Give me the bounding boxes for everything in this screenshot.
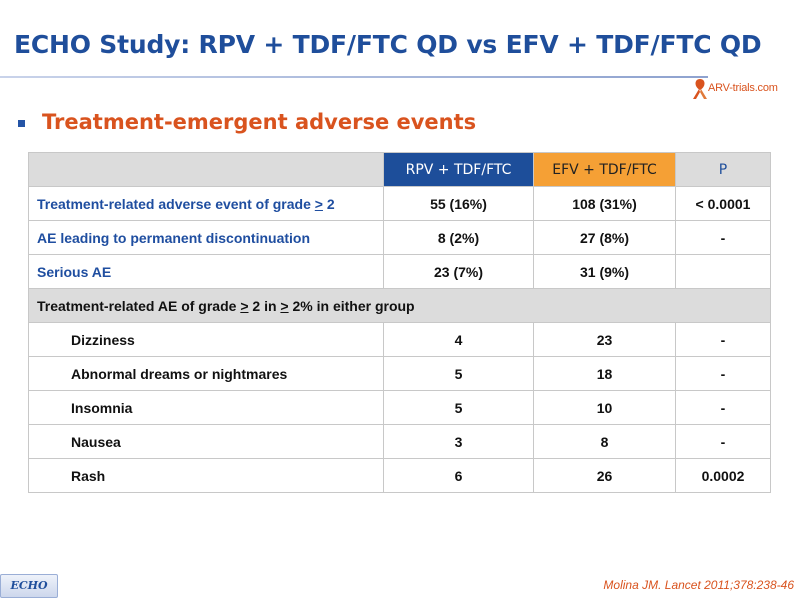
echo-badge: ECHO xyxy=(0,574,58,598)
rpv-value: 8 (2%) xyxy=(383,220,534,255)
logo-text: ARV-trials.com xyxy=(708,82,778,94)
header-rpv: RPV + TDF/FTC xyxy=(383,152,534,187)
header-p: P xyxy=(675,152,771,187)
row-label: Abnormal dreams or nightmares xyxy=(28,356,384,391)
p-value xyxy=(675,254,771,289)
row-label: Nausea xyxy=(28,424,384,459)
echo-badge-label: ECHO xyxy=(10,579,48,592)
efv-value: 108 (31%) xyxy=(533,186,676,221)
efv-value: 23 xyxy=(533,322,676,357)
p-value: - xyxy=(675,424,771,459)
p-value: - xyxy=(675,322,771,357)
row-label: Insomnia xyxy=(28,390,384,425)
p-value: - xyxy=(675,356,771,391)
row-label: Rash xyxy=(28,458,384,493)
row-label: Serious AE xyxy=(28,254,384,289)
row-label-symbol: > xyxy=(314,195,323,212)
table-row: Abnormal dreams or nightmares 5 18 - xyxy=(28,356,771,391)
p-value: 0.0002 xyxy=(675,458,771,493)
rpv-value: 55 (16%) xyxy=(383,186,534,221)
efv-value: 26 xyxy=(533,458,676,493)
rpv-value: 6 xyxy=(383,458,534,493)
table-row: Rash 6 26 0.0002 xyxy=(28,458,771,493)
row-label: Treatment-related adverse event of grade… xyxy=(28,186,384,221)
table-row: Dizziness 4 23 - xyxy=(28,322,771,357)
table-header-row: RPV + TDF/FTC EFV + TDF/FTC P xyxy=(28,152,771,187)
rpv-value: 23 (7%) xyxy=(383,254,534,289)
efv-value: 18 xyxy=(533,356,676,391)
efv-value: 27 (8%) xyxy=(533,220,676,255)
section-header-row: Treatment-related AE of grade > 2 in > 2… xyxy=(28,288,771,323)
efv-value: 10 xyxy=(533,390,676,425)
rpv-value: 3 xyxy=(383,424,534,459)
rpv-value: 4 xyxy=(383,322,534,357)
p-value: - xyxy=(675,220,771,255)
bullet-square xyxy=(18,120,25,127)
row-label-text: Treatment-related adverse event of grade xyxy=(37,195,315,212)
p-value: < 0.0001 xyxy=(675,186,771,221)
citation: Molina JM. Lancet 2011;378:238-46 xyxy=(603,578,794,592)
efv-value: 31 (9%) xyxy=(533,254,676,289)
table-row: Treatment-related adverse event of grade… xyxy=(28,186,771,221)
section-symbol: > xyxy=(280,297,289,314)
header-empty-cell xyxy=(28,152,384,187)
section-text: 2 in xyxy=(248,297,281,314)
rpv-value: 5 xyxy=(383,390,534,425)
table-row: AE leading to permanent discontinuation … xyxy=(28,220,771,255)
table-row: Nausea 3 8 - xyxy=(28,424,771,459)
title-underline xyxy=(0,76,708,78)
efv-value: 8 xyxy=(533,424,676,459)
section-label: Treatment-related AE of grade > 2 in > 2… xyxy=(28,288,771,323)
section-text: Treatment-related AE of grade xyxy=(37,297,241,314)
row-label: AE leading to permanent discontinuation xyxy=(28,220,384,255)
rpv-value: 5 xyxy=(383,356,534,391)
table-row: Insomnia 5 10 - xyxy=(28,390,771,425)
arv-trials-logo: ARV-trials.com xyxy=(690,76,796,100)
p-value: - xyxy=(675,390,771,425)
header-efv: EFV + TDF/FTC xyxy=(533,152,676,187)
row-label-text: 2 xyxy=(322,195,335,212)
row-label: Dizziness xyxy=(28,322,384,357)
section-symbol: > xyxy=(240,297,249,314)
ribbon-icon xyxy=(693,79,707,99)
section-text: 2% in either group xyxy=(288,297,415,314)
adverse-events-table: RPV + TDF/FTC EFV + TDF/FTC P Treatment-… xyxy=(28,152,771,493)
slide-subtitle: Treatment-emergent adverse events xyxy=(42,110,477,134)
table-row: Serious AE 23 (7%) 31 (9%) xyxy=(28,254,771,289)
slide-title: ECHO Study: RPV + TDF/FTC QD vs EFV + TD… xyxy=(14,30,762,59)
